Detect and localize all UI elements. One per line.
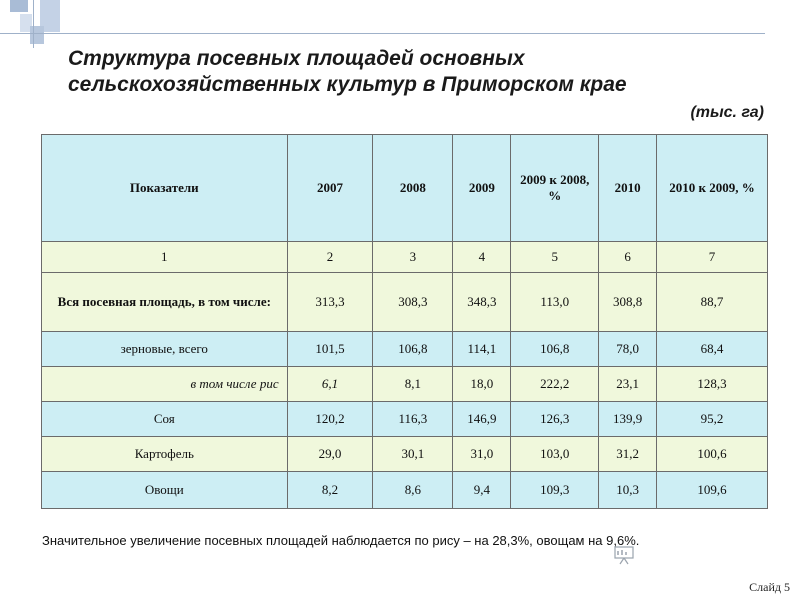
table-row: в том числе рис 6,1 8,1 18,0 222,2 23,1 … [41,366,768,402]
unit-label: (тыс. га) [690,104,764,121]
table-cell: 106,8 [510,331,600,367]
decor-line [0,33,765,34]
table-cell: 88,7 [656,272,768,332]
table-row: Картофель 29,0 30,1 31,0 103,0 31,2 100,… [41,436,768,472]
decor-square [20,14,32,32]
table-cell: 68,4 [656,331,768,367]
table-cell: 114,1 [452,331,512,367]
table-cell: 95,2 [656,401,768,437]
slide-title: Структура посевных площадей основных сел… [68,47,627,96]
column-number: 6 [598,241,658,273]
column-number: 1 [41,241,288,273]
presentation-pointer-icon[interactable] [612,545,636,565]
column-header: Показатели [41,134,288,242]
column-number: 4 [452,241,512,273]
table-cell: 120,2 [286,401,374,437]
table-cell: 31,2 [598,436,658,472]
table-cell: 78,0 [598,331,658,367]
table-cell: 313,3 [286,272,374,332]
decor-square [40,0,60,32]
column-number-row: 1 2 3 4 5 6 7 [41,241,768,273]
table-cell: 126,3 [510,401,600,437]
table-row: Вся посевная площадь, в том числе: 313,3… [41,272,768,332]
row-label: Картофель [41,436,288,472]
table-cell: 101,5 [286,331,374,367]
table-cell: 109,3 [510,471,600,509]
table-cell: 222,2 [510,366,600,402]
column-header: 2007 [286,134,374,242]
column-number: 3 [372,241,454,273]
column-number: 2 [286,241,374,273]
table-row: Соя 120,2 116,3 146,9 126,3 139,9 95,2 [41,401,768,437]
table-cell: 100,6 [656,436,768,472]
column-header: 2008 [372,134,454,242]
table-cell: 23,1 [598,366,658,402]
table-cell: 348,3 [452,272,512,332]
table-row: зерновые, всего 101,5 106,8 114,1 106,8 … [41,331,768,367]
row-label: Овощи [41,471,288,509]
summary-note: Значительное увеличение посевных площаде… [42,533,640,548]
column-header: 2010 [598,134,658,242]
table-cell: 128,3 [656,366,768,402]
table-cell: 30,1 [372,436,454,472]
row-label: Вся посевная площадь, в том числе: [41,272,288,332]
table-cell: 146,9 [452,401,512,437]
table-cell: 106,8 [372,331,454,367]
table-cell: 29,0 [286,436,374,472]
column-header: 2009 к 2008, % [510,134,600,242]
row-label: зерновые, всего [41,331,288,367]
table-cell: 18,0 [452,366,512,402]
table-cell: 308,3 [372,272,454,332]
table-cell: 6,1 [286,366,374,402]
slide-number: Слайд 5 [749,580,790,594]
column-header: 2010 к 2009, % [656,134,768,242]
crop-area-table: Показатели 2007 2008 2009 2009 к 2008, %… [41,134,768,509]
row-label: в том числе рис [41,366,288,402]
table-cell: 103,0 [510,436,600,472]
table-cell: 139,9 [598,401,658,437]
table-cell: 109,6 [656,471,768,509]
table-cell: 8,2 [286,471,374,509]
table-cell: 308,8 [598,272,658,332]
row-label: Соя [41,401,288,437]
table-cell: 113,0 [510,272,600,332]
table-cell: 8,1 [372,366,454,402]
table-header-row: Показатели 2007 2008 2009 2009 к 2008, %… [41,134,768,242]
table-cell: 10,3 [598,471,658,509]
table-cell: 9,4 [452,471,512,509]
column-number: 5 [510,241,600,273]
table-cell: 116,3 [372,401,454,437]
column-number: 7 [656,241,768,273]
decor-square [10,0,28,12]
column-header: 2009 [452,134,512,242]
table-cell: 31,0 [452,436,512,472]
table-row: Овощи 8,2 8,6 9,4 109,3 10,3 109,6 [41,471,768,509]
table-cell: 8,6 [372,471,454,509]
decor-line [33,0,34,48]
